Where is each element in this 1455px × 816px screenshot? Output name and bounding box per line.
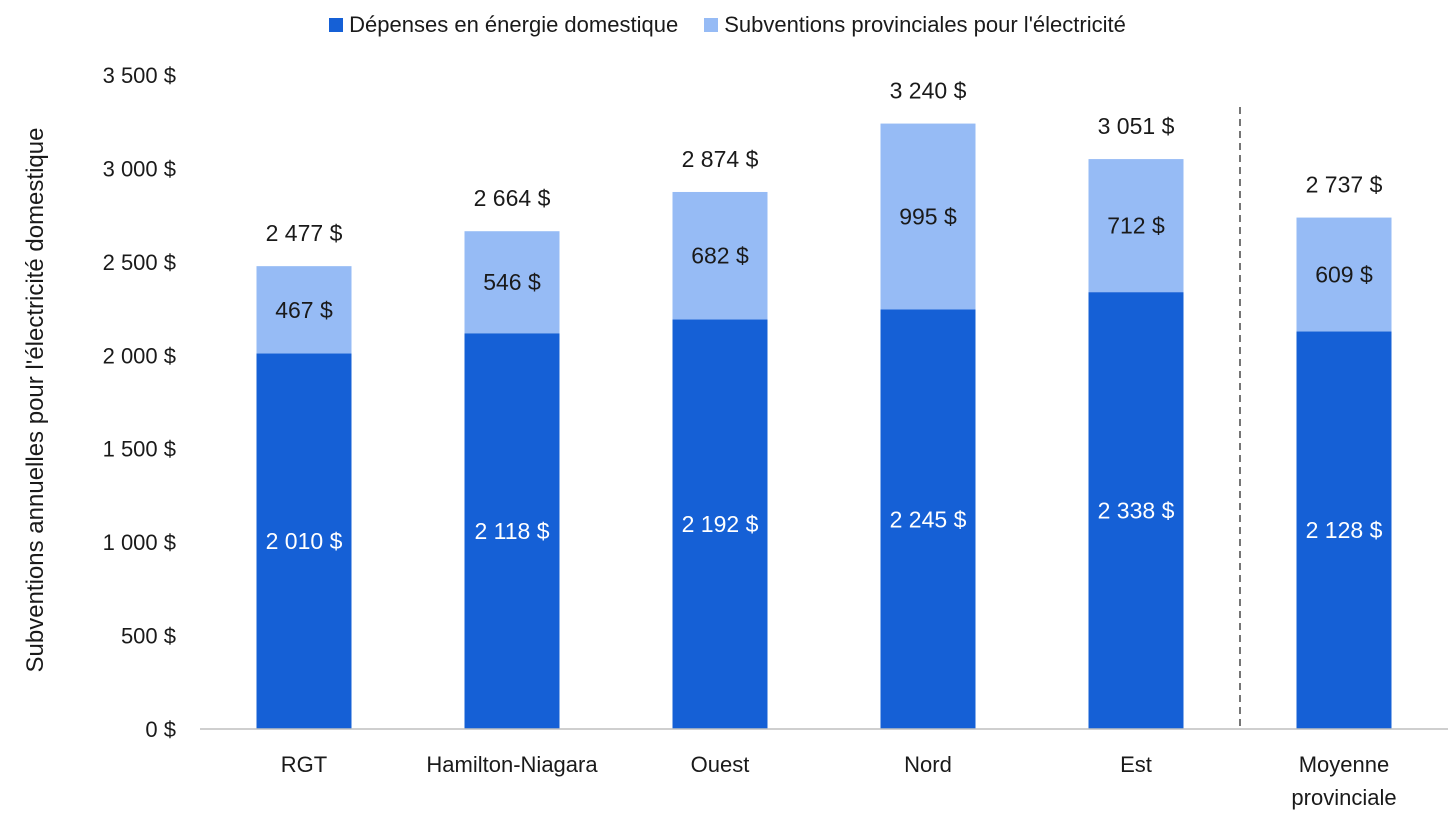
x-tick-label: Nord (904, 752, 952, 777)
total-label: 2 477 $ (266, 220, 343, 246)
legend-item-depenses: Dépenses en énergie domestique (329, 12, 678, 38)
total-label: 2 874 $ (682, 146, 759, 172)
bar-depenses (672, 319, 768, 729)
total-label: 3 051 $ (1098, 113, 1175, 139)
bar-subventions (464, 231, 560, 334)
legend-label-subventions: Subventions provinciales pour l'électric… (724, 12, 1126, 37)
y-tick-label: 1 000 $ (103, 530, 176, 555)
data-label-depenses: 2 338 $ (1098, 498, 1175, 524)
y-tick-label: 2 000 $ (103, 343, 176, 368)
data-label-depenses: 2 245 $ (890, 506, 967, 532)
bar-subventions (256, 266, 352, 354)
y-tick-label: 500 $ (121, 624, 176, 649)
x-tick-label: Est (1120, 752, 1152, 777)
bar-depenses (464, 333, 560, 729)
data-label-subventions: 712 $ (1107, 213, 1165, 239)
bar-depenses (1088, 292, 1184, 729)
x-tick-label: provinciale (1291, 785, 1396, 810)
x-tick-label: Ouest (691, 752, 750, 777)
bar-subventions (1088, 159, 1184, 293)
x-tick-label: RGT (281, 752, 327, 777)
legend-swatch-subventions (704, 18, 719, 32)
bar-depenses (256, 353, 352, 729)
total-label: 2 664 $ (474, 185, 551, 211)
bar-subventions (1296, 217, 1392, 332)
y-tick-label: 3 500 $ (103, 63, 176, 88)
data-label-depenses: 2 192 $ (682, 511, 759, 537)
bar-depenses (880, 309, 976, 729)
total-label: 3 240 $ (890, 78, 967, 104)
y-tick-label: 3 000 $ (103, 156, 176, 181)
data-label-subventions: 995 $ (899, 204, 957, 230)
y-tick-label: 2 500 $ (103, 250, 176, 275)
data-label-subventions: 467 $ (275, 297, 333, 323)
data-label-depenses: 2 010 $ (266, 528, 343, 554)
bar-subventions (672, 191, 768, 320)
data-label-subventions: 546 $ (483, 269, 541, 295)
data-label-depenses: 2 118 $ (474, 518, 549, 544)
x-tick-label: Hamilton-Niagara (426, 752, 598, 777)
x-tick-label: Moyenne (1299, 752, 1390, 777)
legend-label-depenses: Dépenses en énergie domestique (349, 12, 679, 37)
y-tick-label: 1 500 $ (103, 437, 176, 462)
chart-legend: Dépenses en énergie domestique Subventio… (0, 12, 1455, 38)
total-label: 2 737 $ (1306, 172, 1383, 198)
legend-swatch-depenses (329, 18, 344, 32)
legend-item-subventions: Subventions provinciales pour l'électric… (704, 12, 1126, 38)
bar-subventions (880, 123, 976, 310)
data-label-subventions: 609 $ (1315, 261, 1373, 287)
bar-depenses (1296, 331, 1392, 729)
data-label-depenses: 2 128 $ (1306, 517, 1383, 543)
y-tick-label: 0 $ (145, 717, 176, 742)
data-label-subventions: 682 $ (691, 243, 749, 269)
